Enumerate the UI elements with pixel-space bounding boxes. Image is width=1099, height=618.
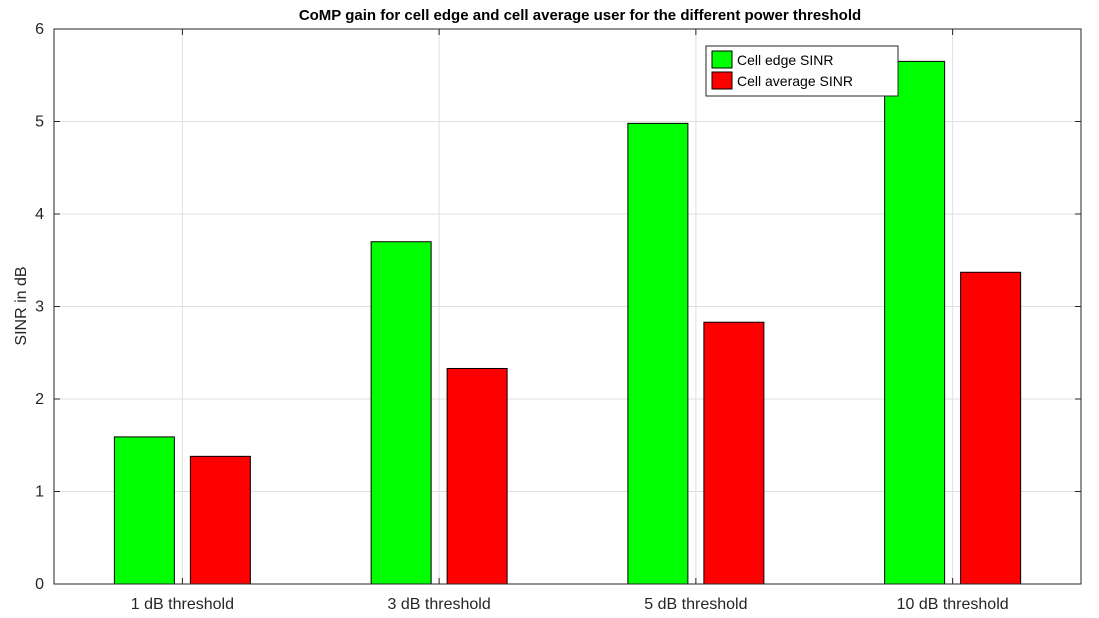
bars	[113, 60, 1022, 585]
chart-title: CoMP gain for cell edge and cell average…	[299, 7, 861, 24]
legend: Cell edge SINR Cell average SINR	[705, 45, 899, 97]
y-tick-label: 4	[35, 206, 44, 223]
legend-label: Cell edge SINR	[737, 52, 834, 68]
bar-cell-edge	[370, 241, 432, 585]
y-tick-label: 1	[35, 484, 44, 501]
axes: 0 1 2 3 4 5 6 1 dB threshold 3 dB threshold 5 dB …	[35, 21, 1081, 613]
legend-swatch	[711, 71, 733, 90]
bar-cell-average	[446, 367, 508, 585]
y-tick-label: 3	[35, 299, 44, 316]
y-tick-label: 0	[35, 576, 44, 593]
legend-label: Cell average SINR	[737, 73, 853, 89]
y-tick-label: 5	[35, 114, 44, 131]
y-tick-label: 6	[35, 21, 44, 38]
x-tick-label: 1 dB threshold	[131, 596, 234, 613]
bar-cell-edge	[113, 436, 175, 585]
bar-cell-average	[189, 455, 251, 585]
x-tick-label: 10 dB threshold	[897, 596, 1009, 613]
bar-cell-edge	[627, 122, 689, 585]
bar-cell-average	[960, 271, 1022, 585]
x-tick-label: 3 dB threshold	[388, 596, 491, 613]
legend-swatch	[711, 50, 733, 69]
legend-box	[705, 45, 899, 97]
x-tick-label: 5 dB threshold	[644, 596, 747, 613]
y-axis-label: SINR in dB	[13, 266, 30, 345]
bar-cell-edge	[884, 60, 946, 585]
y-tick-label: 2	[35, 391, 44, 408]
bar-cell-average	[703, 321, 765, 585]
